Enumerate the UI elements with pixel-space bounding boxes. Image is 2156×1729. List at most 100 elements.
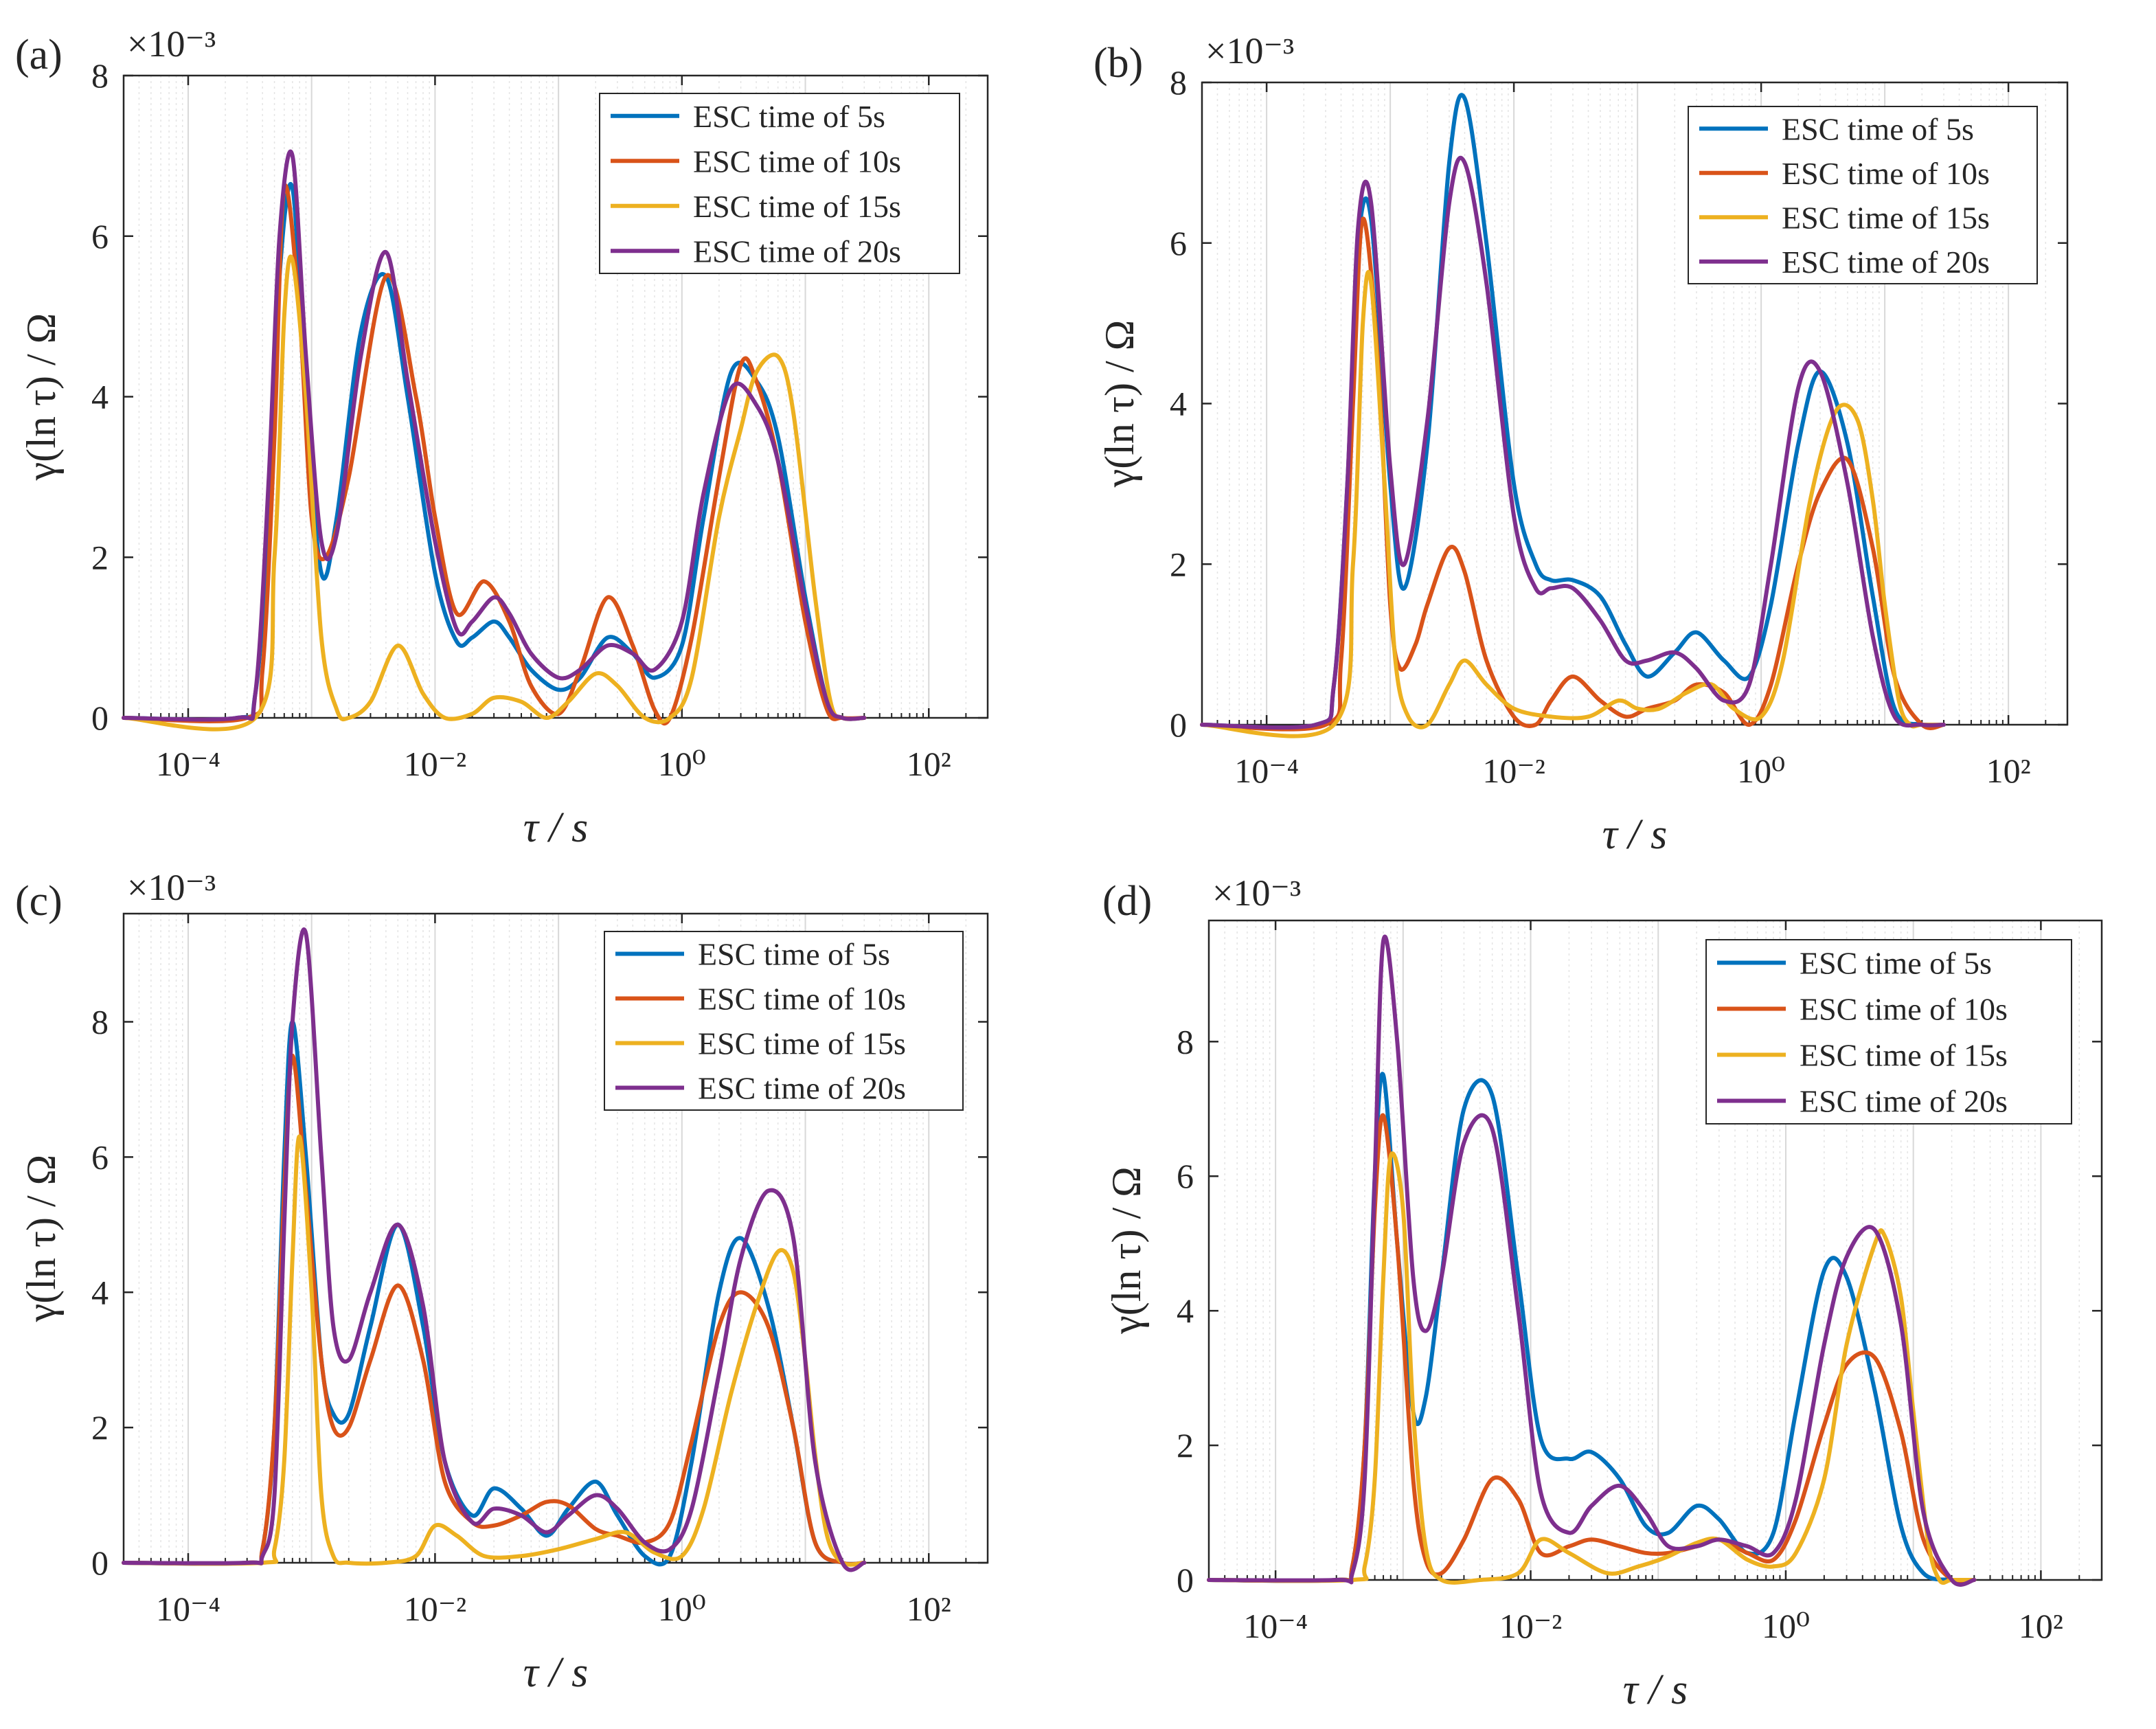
y-tick-label: 8 (1177, 1022, 1194, 1061)
y-tick-label: 2 (1170, 545, 1187, 583)
x-tick-label: 10⁰ (1737, 752, 1785, 790)
x-axis: 10⁻⁴ 10⁻² 10⁰ 10² (1201, 82, 2068, 790)
x-tick-label: 10⁻⁴ (1243, 1607, 1308, 1645)
y-tick-label: 0 (91, 699, 109, 737)
series-line-3 (122, 1134, 867, 1567)
y-tick-label: 4 (91, 378, 109, 416)
series-line-4 (1200, 155, 1946, 730)
legend: ESC time of 5s ESC time of 10s ESC time of… (604, 931, 964, 1111)
legend-entry: ESC time of 20s (1782, 245, 1990, 280)
legend-entry: ESC time of 15s (698, 1026, 906, 1061)
y-tick-label: 6 (91, 217, 109, 256)
y-tick-label: 8 (91, 1003, 109, 1041)
y-axis: 0 2 4 6 8 (1170, 63, 2067, 744)
legend-box (1688, 106, 2038, 284)
x-axis: 10⁻⁴ 10⁻² 10⁰ 10² (123, 914, 988, 1628)
y-tick-label: 4 (1177, 1291, 1194, 1330)
legend-entry: ESC time of 10s (693, 144, 901, 179)
y-multiplier: ×10⁻³ (127, 23, 216, 65)
legend: ESC time of 5s ESC time of 10s ESC time of… (599, 93, 960, 274)
series-line-3 (1207, 1151, 1977, 1585)
y-multiplier: ×10⁻³ (1212, 872, 1301, 914)
y-tick-label: 6 (91, 1138, 109, 1176)
series-lines (122, 927, 867, 1572)
x-axis-label: τ / s (1602, 811, 1668, 858)
y-axis: 0 2 4 6 8 (1177, 1022, 2102, 1599)
y-tick-label: 6 (1170, 224, 1187, 262)
x-axis: 10⁻⁴ 10⁻² 10⁰ 10² (1208, 920, 2102, 1645)
legend: ESC time of 5s ESC time of 10s ESC time of… (1688, 106, 2038, 284)
legend: ESC time of 5s ESC time of 10s ESC time of… (1705, 939, 2072, 1125)
series-lines (122, 149, 867, 732)
x-axis: 10⁻⁴ 10⁻² 10⁰ 10² (123, 76, 988, 783)
series-line-4 (122, 927, 867, 1572)
chart-panel-c: 10⁻⁴ 10⁻² 10⁰ 10² 0 2 4 6 8 τ / s γ(ln τ) / Ω ×10⁻³… (15, 867, 989, 1696)
x-axis-label: τ / s (523, 1649, 589, 1696)
chart-panel-d: 10⁻⁴ 10⁻² 10⁰ 10² 0 2 4 6 8 τ / s γ(ln τ) / Ω ×10⁻³… (1102, 872, 2103, 1713)
series-lines (1207, 934, 1977, 1587)
legend-entry: ESC time of 10s (698, 982, 906, 1017)
axes-box (1207, 919, 2103, 1581)
legend-entry: ESC time of 5s (698, 937, 890, 972)
y-tick-label: 8 (91, 56, 109, 95)
legend-entry: ESC time of 5s (693, 99, 885, 134)
x-tick-label: 10⁰ (658, 745, 706, 783)
y-axis-label: γ(ln τ) / Ω (1104, 1166, 1149, 1335)
legend-entry: ESC time of 15s (1800, 1038, 2008, 1073)
legend-entry: ESC time of 15s (1782, 200, 1990, 235)
legend-box (1705, 939, 2072, 1125)
x-tick-label: 10⁻² (404, 1590, 466, 1628)
x-tick-label: 10⁻² (1499, 1607, 1562, 1645)
x-tick-label: 10⁰ (1762, 1607, 1810, 1645)
y-multiplier: ×10⁻³ (127, 867, 216, 908)
y-tick-label: 4 (1170, 385, 1187, 423)
series-line-3 (122, 254, 867, 732)
series-lines (1200, 93, 1946, 738)
y-axis: 0 2 4 6 8 (91, 56, 988, 737)
y-tick-label: 2 (91, 1408, 109, 1447)
series-line-4 (1207, 934, 1977, 1587)
panel-label: (b) (1093, 40, 1143, 87)
x-tick-label: 10² (907, 745, 951, 783)
x-axis-label: τ / s (523, 804, 589, 851)
y-axis-label: γ(ln τ) / Ω (19, 1155, 64, 1323)
legend-entry: ESC time of 20s (693, 234, 901, 269)
y-tick-label: 0 (1177, 1561, 1194, 1599)
x-tick-label: 10⁻⁴ (156, 745, 220, 783)
x-tick-label: 10² (1986, 752, 2031, 790)
series-line-3 (1200, 270, 1946, 738)
axes-box (122, 912, 989, 1564)
chart-panel-a: 10⁻⁴ 10⁻² 10⁰ 10² 0 2 4 6 8 τ / s γ(ln τ) / Ω ×10⁻³… (15, 23, 989, 851)
legend-entry: ESC time of 5s (1800, 946, 1992, 981)
legend-box (599, 93, 960, 274)
y-axis: 0 2 4 6 8 (91, 1003, 988, 1582)
legend-entry: ESC time of 10s (1782, 156, 1990, 191)
y-tick-label: 2 (1177, 1426, 1194, 1465)
legend-entry: ESC time of 10s (1800, 992, 2008, 1027)
x-tick-label: 10⁻² (404, 745, 466, 783)
x-tick-label: 10⁻² (1482, 752, 1545, 790)
x-tick-label: 10² (2019, 1607, 2063, 1645)
y-multiplier: ×10⁻³ (1205, 30, 1294, 71)
panel-label: (d) (1102, 878, 1152, 925)
y-tick-label: 0 (91, 1544, 109, 1582)
x-tick-label: 10⁻⁴ (156, 1590, 220, 1628)
legend-entry: ESC time of 20s (698, 1071, 906, 1106)
series-line-4 (122, 149, 867, 722)
y-tick-label: 8 (1170, 63, 1187, 102)
legend-entry: ESC time of 20s (1800, 1084, 2008, 1119)
legend-box (604, 931, 964, 1111)
x-axis-label: τ / s (1623, 1666, 1688, 1713)
panel-label: (c) (15, 878, 63, 925)
panel-label: (a) (15, 32, 63, 78)
legend-entry: ESC time of 15s (693, 189, 901, 224)
y-tick-label: 0 (1170, 705, 1187, 744)
y-tick-label: 4 (91, 1273, 109, 1311)
legend-entry: ESC time of 5s (1782, 111, 1974, 146)
x-tick-label: 10² (907, 1590, 951, 1628)
series-line-2 (1200, 216, 1946, 732)
x-tick-label: 10⁰ (658, 1590, 706, 1628)
chart-panel-b: 10⁻⁴ 10⁻² 10⁰ 10² 0 2 4 6 8 τ / s γ(ln τ) / Ω ×10⁻³… (1093, 30, 2069, 858)
y-axis-label: γ(ln τ) / Ω (1097, 320, 1142, 488)
